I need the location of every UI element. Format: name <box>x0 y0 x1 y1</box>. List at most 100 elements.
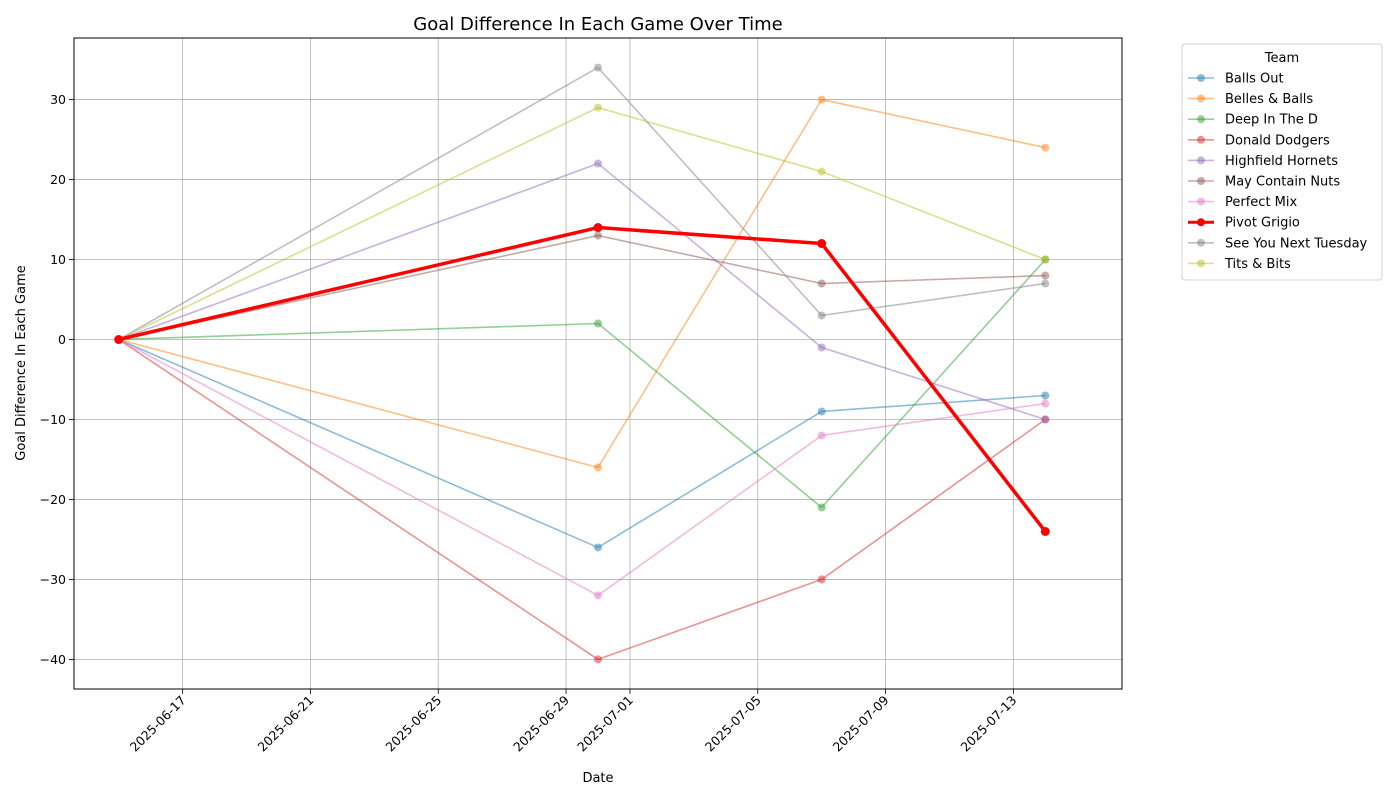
legend-item: Highfield Hornets <box>1188 154 1338 169</box>
legend-label: Highfield Hornets <box>1225 154 1338 169</box>
series-line <box>118 338 1046 661</box>
y-axis-label: Goal Difference In Each Game <box>14 265 29 461</box>
legend-label: May Contain Nuts <box>1225 175 1340 190</box>
series-line <box>118 66 1046 341</box>
series-line <box>118 162 1046 421</box>
x-tick-label: 2025-07-05 <box>702 693 764 755</box>
data-point <box>1040 526 1050 536</box>
data-point <box>594 231 602 240</box>
legend-item: Deep In The D <box>1188 113 1318 128</box>
legend-box <box>1181 43 1383 281</box>
series-line <box>118 338 1046 549</box>
data-point <box>594 463 602 472</box>
data-point <box>1041 255 1050 264</box>
data-point <box>594 103 602 112</box>
series-line <box>118 106 1046 341</box>
series-pivot-grigio <box>114 223 1050 536</box>
data-point <box>1041 271 1050 280</box>
x-tick-label: 2025-06-17 <box>127 693 189 755</box>
data-point <box>817 407 826 416</box>
data-point <box>1041 143 1050 152</box>
y-tick-label: 10 <box>50 252 66 267</box>
legend: Team Balls Out Belles & Balls Deep In The … <box>1181 43 1383 281</box>
series-highfield-hornets <box>114 159 1050 424</box>
legend-label: Belles & Balls <box>1225 92 1313 107</box>
legend-swatch-marker <box>1197 218 1205 227</box>
x-axis-ticks: 2025-06-17 2025-06-21 2025-06-25 2025-06-29… <box>127 689 1020 755</box>
data-point <box>594 63 602 72</box>
legend-swatch-marker <box>1197 238 1205 247</box>
legend-label: Deep In The D <box>1225 113 1318 128</box>
legend-label: Perfect Mix <box>1225 195 1297 210</box>
data-point <box>817 575 826 584</box>
data-point <box>817 95 826 104</box>
data-point <box>114 335 124 345</box>
data-point <box>594 591 602 600</box>
series-see-you-next-tuesday <box>114 63 1050 344</box>
y-tick-label: 0 <box>58 332 66 347</box>
data-point <box>1041 415 1050 424</box>
legend-label: Donald Dodgers <box>1225 133 1330 148</box>
legend-item: Perfect Mix <box>1188 195 1297 210</box>
data-point <box>1041 391 1050 400</box>
y-tick-label: −40 <box>40 652 66 667</box>
series-deep-in-the-d <box>114 255 1050 512</box>
grid <box>74 38 1122 689</box>
data-point <box>817 311 826 320</box>
series-may-contain-nuts <box>114 231 1050 344</box>
series-line <box>118 234 1046 341</box>
series-line <box>118 258 1046 509</box>
legend-label: Tits & Bits <box>1224 257 1291 272</box>
x-tick-label: 2025-07-01 <box>574 693 636 755</box>
legend-swatch-marker <box>1197 177 1205 185</box>
legend-item: Tits & Bits <box>1188 257 1291 272</box>
y-tick-label: −20 <box>40 492 66 507</box>
legend-item: Pivot Grigio <box>1188 216 1300 231</box>
chart-title: Goal Difference In Each Game Over Time <box>413 14 782 35</box>
legend-swatch-marker <box>1197 197 1205 206</box>
legend-swatch-marker <box>1197 259 1205 268</box>
legend-item: Balls Out <box>1188 72 1284 87</box>
x-tick-label: 2025-07-09 <box>830 692 892 754</box>
data-point <box>817 239 827 249</box>
x-tick-label: 2025-07-13 <box>958 693 1020 755</box>
plot-frame <box>73 37 1123 690</box>
data-point <box>594 159 602 168</box>
data-point <box>594 543 602 552</box>
x-tick-label: 2025-06-21 <box>255 693 317 755</box>
data-point <box>593 223 603 233</box>
data-point <box>817 279 826 288</box>
legend-item: May Contain Nuts <box>1188 175 1340 190</box>
series-balls-out <box>114 335 1050 552</box>
y-tick-label: 20 <box>50 172 66 187</box>
legend-item: See You Next Tuesday <box>1188 236 1368 251</box>
data-point <box>1041 279 1050 288</box>
legend-item: Donald Dodgers <box>1188 133 1330 148</box>
data-point <box>594 319 602 328</box>
legend-swatch-marker <box>1197 115 1205 124</box>
data-point <box>1041 399 1050 408</box>
series-lines <box>114 63 1050 664</box>
y-tick-label: 30 <box>50 92 66 107</box>
legend-swatch-marker <box>1197 135 1205 144</box>
data-point <box>817 343 826 352</box>
series-line <box>118 225 1047 533</box>
data-point <box>817 503 826 512</box>
series-belles-balls <box>114 95 1050 472</box>
legend-swatch-marker <box>1197 94 1205 103</box>
legend-label: Balls Out <box>1225 72 1284 87</box>
legend-swatch-marker <box>1197 74 1205 82</box>
series-line <box>118 98 1046 469</box>
data-point <box>594 655 602 664</box>
x-tick-label: 2025-06-29 <box>510 692 572 754</box>
data-point <box>817 431 826 440</box>
y-tick-label: −10 <box>40 412 66 427</box>
series-line <box>118 338 1046 597</box>
data-point <box>817 167 826 176</box>
legend-swatch-marker <box>1197 156 1205 165</box>
y-tick-label: −30 <box>40 572 66 587</box>
x-tick-label: 2025-06-25 <box>382 693 444 755</box>
legend-label: See You Next Tuesday <box>1225 236 1368 251</box>
legend-label: Pivot Grigio <box>1225 216 1300 231</box>
